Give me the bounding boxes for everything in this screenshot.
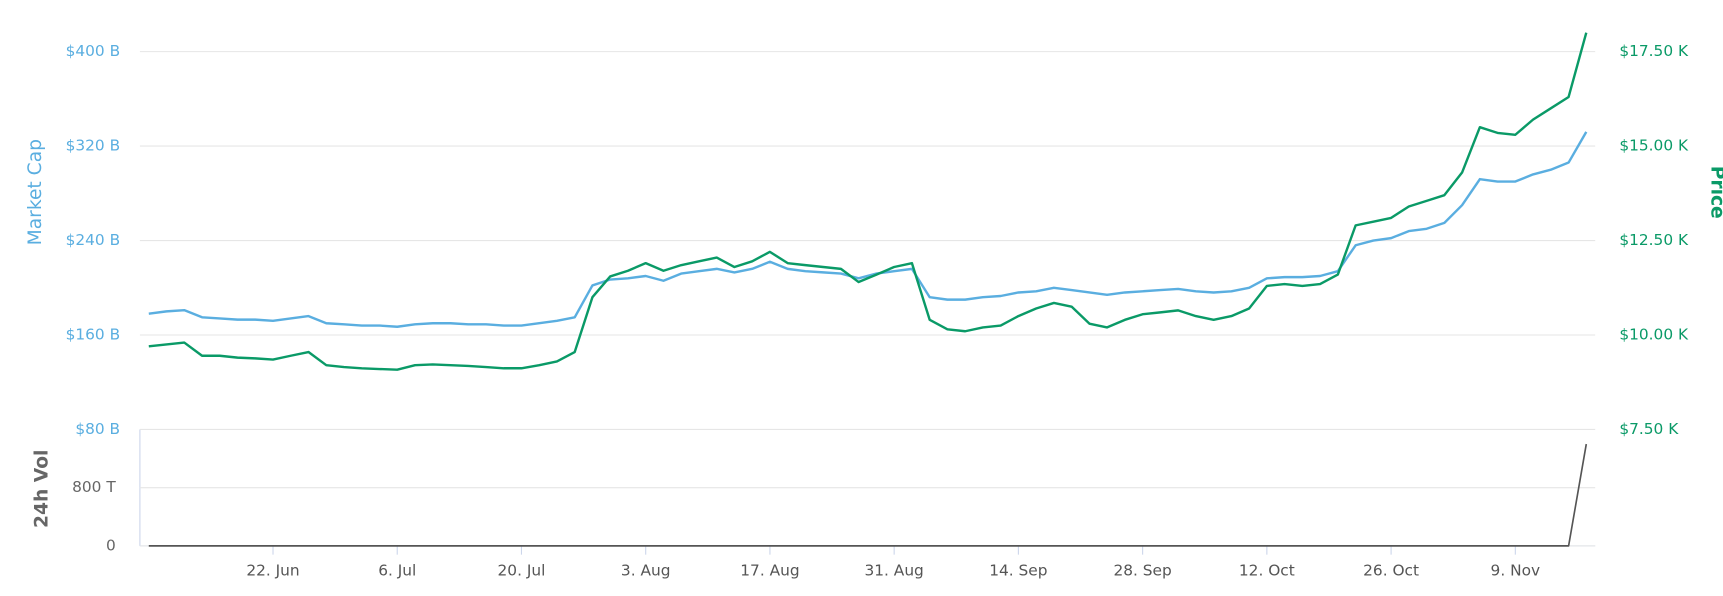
- series-line: [148, 32, 1588, 371]
- y2ticks-label: $7.50 K: [1619, 420, 1679, 438]
- x-tick-label: 22. Jun: [246, 562, 299, 580]
- y3ticks-label: 0: [106, 536, 116, 554]
- x-tick-label: 9. Nov: [1491, 562, 1541, 580]
- x-tick-label: 14. Sep: [989, 562, 1047, 580]
- series-line: [148, 443, 1588, 547]
- x-tick-label: 31. Aug: [865, 562, 924, 580]
- x-tick-label: 17. Aug: [740, 562, 799, 580]
- x-tick-label: 20. Jul: [498, 562, 546, 580]
- y2ticks-label: $15.00 K: [1619, 137, 1689, 155]
- x-tick-label: 12. Oct: [1239, 562, 1295, 580]
- x-tick-label: 28. Sep: [1113, 562, 1171, 580]
- x-tick-label: 26. Oct: [1363, 562, 1419, 580]
- yticks-label: $240 B: [66, 231, 121, 249]
- series-line: [148, 131, 1588, 328]
- yticks-label: $80 B: [75, 420, 120, 438]
- yticks-label: $320 B: [66, 137, 121, 155]
- x-tick-label: 3. Aug: [621, 562, 671, 580]
- y2ticks-label: $12.50 K: [1619, 231, 1689, 249]
- yticks-label: $400 B: [66, 42, 121, 60]
- y2ticks-label: $10.00 K: [1619, 325, 1689, 343]
- y2ticks-label: $17.50 K: [1619, 42, 1689, 60]
- yticks-label: $160 B: [66, 325, 121, 343]
- y2-axis-title: Price: [1707, 166, 1723, 219]
- y3-axis-title: 24h Vol: [32, 450, 53, 528]
- y-axis-title: Market Cap: [25, 139, 46, 245]
- y3ticks-label: 800 T: [72, 478, 116, 496]
- x-tick-label: 6. Jul: [378, 562, 416, 580]
